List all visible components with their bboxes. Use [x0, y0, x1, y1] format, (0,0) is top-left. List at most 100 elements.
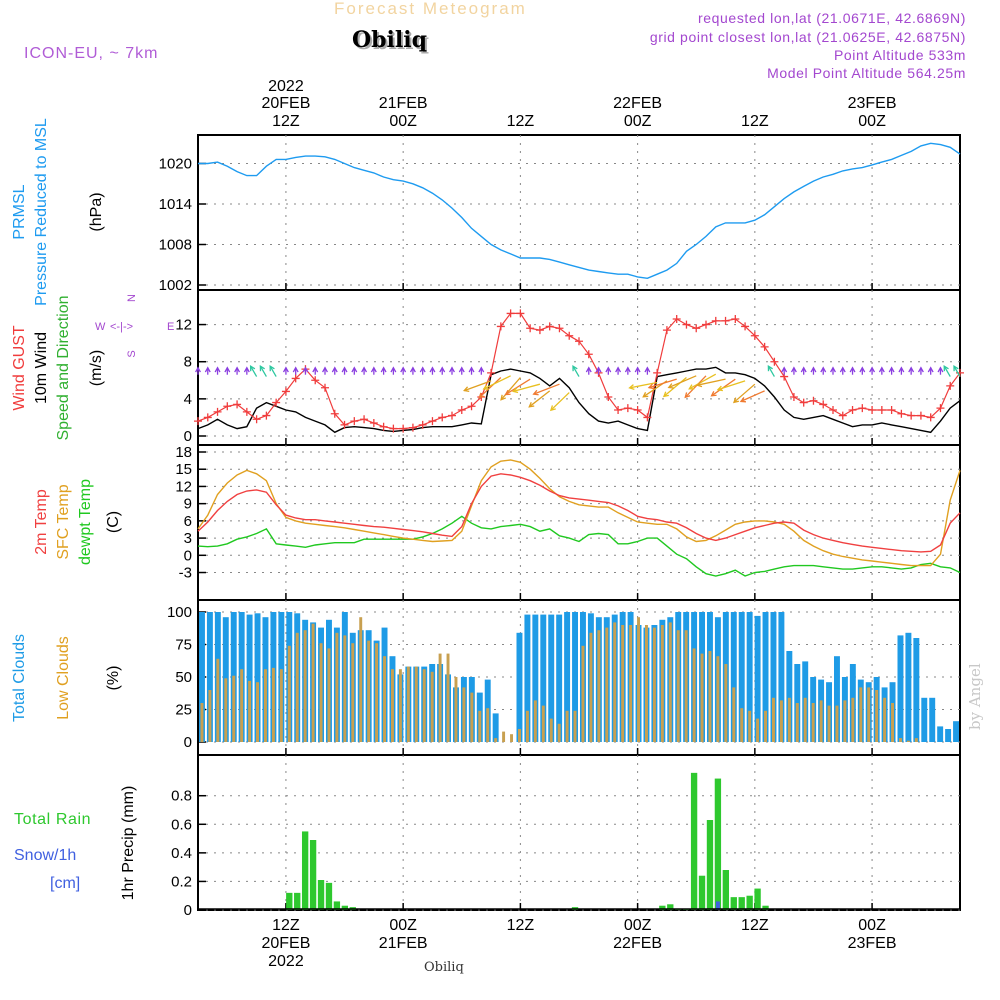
y-tick-label: 1020: [159, 156, 192, 173]
y-tick-label: 25: [175, 702, 192, 719]
snow-unit-label: [cm]: [50, 875, 80, 892]
y-tick-label: 0.4: [171, 845, 192, 862]
rain-bar: [659, 905, 666, 910]
gust-marker: [838, 411, 847, 420]
model-point-altitude: Model Point Altitude 564.25m: [767, 65, 966, 81]
wind-direction-arrow: [697, 378, 726, 386]
gust-marker: [614, 406, 623, 414]
low-cloud-bar: [224, 678, 228, 742]
low-cloud-bar: [311, 623, 315, 742]
panel-frame: [197, 754, 961, 911]
low-cloud-bar: [470, 692, 474, 742]
hour-label-bottom: 12Z: [741, 917, 769, 934]
low-cloud-bar: [716, 656, 720, 742]
requested-coords: requested lon,lat (21.0671E, 42.6869N): [698, 10, 966, 26]
panel-frame: [197, 289, 961, 446]
wind-arrow-head: [312, 366, 319, 373]
rain-bar: [730, 897, 737, 910]
gust-marker: [516, 309, 525, 318]
gust-marker: [575, 337, 583, 346]
low-cloud-bar: [827, 705, 831, 742]
wind-arrow-head: [361, 366, 368, 373]
low-cloud-bar: [859, 687, 863, 742]
gust-marker: [281, 387, 290, 396]
y-tick-label: 0: [184, 428, 192, 445]
low-cloud-bar: [335, 632, 339, 742]
gust-marker: [946, 381, 955, 390]
gust-marker: [643, 413, 652, 422]
hour-label-bottom: 12Z: [507, 917, 535, 934]
low-cloud-bar: [700, 653, 704, 742]
low-cloud-bar: [414, 666, 418, 742]
gust-marker: [887, 406, 896, 414]
wind-arrow-head: [214, 366, 221, 373]
gust-marker: [389, 424, 398, 433]
gust-marker: [877, 406, 886, 414]
wind-arrow-head: [937, 366, 944, 373]
y-tick-label: 3: [184, 530, 192, 547]
total-cloud-bar: [532, 614, 539, 742]
date-label-top: 22FEB: [613, 95, 662, 112]
panel-frame: [197, 444, 961, 601]
wind-arrow-head: [572, 365, 578, 372]
wind-arrow-head: [478, 366, 485, 373]
low-cloud-bar: [573, 710, 577, 742]
y-tick-label: 50: [175, 669, 192, 686]
pressure-label: Pressure Reduced to MSL: [33, 118, 50, 306]
low-clouds-label: Low Clouds: [55, 636, 72, 720]
gust-marker: [418, 420, 427, 429]
y-tick-label: 0.6: [171, 816, 192, 833]
wind-arrow-head: [234, 366, 241, 373]
wind-arrow-head: [478, 392, 485, 399]
year-label-bottom: 2022: [268, 953, 304, 970]
wind-arrow-head: [409, 366, 416, 373]
gust-marker: [907, 411, 916, 420]
wind-direction-arrow: [269, 365, 277, 377]
gust-marker: [272, 398, 281, 407]
y-tick-label: 6: [184, 513, 192, 530]
wind-arrow-head: [195, 366, 201, 373]
date-label-bottom: 23FEB: [848, 935, 897, 952]
wind-direction-arrow: [550, 392, 570, 411]
low-cloud-bar: [748, 710, 752, 742]
wind-arrow-head: [528, 401, 535, 408]
total-cloud-bar: [556, 614, 563, 742]
low-cloud-bar: [906, 740, 910, 742]
wind-direction-arrow: [500, 377, 521, 401]
low-cloud-bar: [692, 648, 696, 742]
hour-label-top: 00Z: [389, 113, 417, 130]
low-cloud-bar: [740, 708, 744, 742]
wind-arrow-head: [767, 365, 773, 372]
low-cloud-bar: [787, 697, 791, 742]
low-cloud-bar: [811, 703, 815, 742]
wind-arrow-head: [830, 366, 836, 373]
low-cloud-bar: [351, 643, 355, 742]
low-cloud-bar: [454, 677, 458, 742]
low-cloud-bar: [446, 653, 450, 742]
gust-marker: [291, 374, 300, 383]
low-cloud-bar: [779, 700, 783, 742]
low-cloud-bar: [502, 731, 506, 742]
meteogram-title: Forecast Meteogram: [334, 0, 527, 18]
wind-arrow-head: [243, 366, 250, 373]
low-cloud-bar: [899, 738, 902, 742]
wind-direction-arrow: [668, 375, 697, 389]
wind-direction-arrow: [478, 377, 502, 399]
gust-marker: [916, 411, 925, 420]
rain-bar: [762, 905, 769, 910]
gust-marker: [623, 404, 632, 413]
y-tick-label: 12: [175, 478, 192, 495]
wind-arrow-head: [224, 366, 231, 373]
low-cloud-bar: [375, 643, 379, 742]
wind-direction-arrow: [259, 365, 267, 377]
temp-unit: (C): [105, 511, 122, 533]
gust-marker: [379, 422, 388, 431]
wind-direction-arrow: [629, 381, 658, 389]
wind-arrow-head: [615, 366, 622, 373]
sfc-temp-line: [197, 459, 961, 567]
low-cloud-bar: [629, 625, 633, 742]
wind-direction-arrow: [648, 378, 677, 389]
y-tick-label: 0: [184, 902, 192, 919]
wind-arrow-head: [859, 366, 866, 373]
wind-direction-arrow: [767, 365, 775, 377]
